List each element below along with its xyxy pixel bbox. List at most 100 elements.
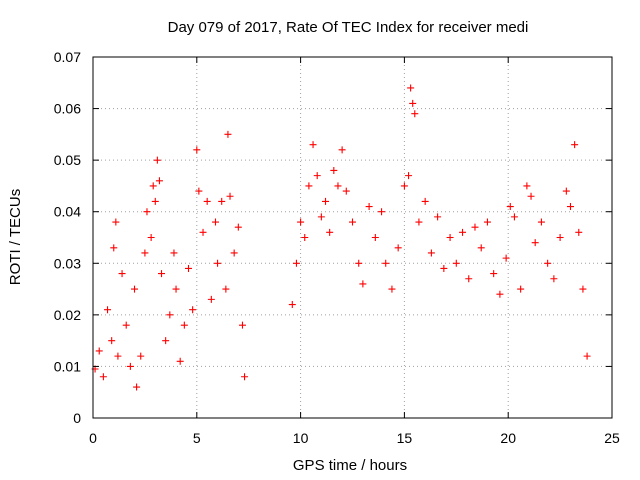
data-point (446, 234, 454, 241)
data-point (151, 197, 159, 205)
data-point (214, 259, 222, 267)
x-tick-label: 0 (89, 430, 97, 446)
data-point (180, 321, 188, 329)
data-point (490, 270, 498, 278)
plot-frame (92, 56, 613, 419)
data-point (226, 192, 234, 200)
data-point (409, 99, 417, 107)
y-tick-label: 0 (73, 410, 81, 426)
data-point (365, 203, 373, 211)
data-point (506, 203, 514, 211)
data-point (133, 383, 141, 391)
data-point (349, 218, 356, 226)
data-point (342, 187, 350, 195)
x-tick-label: 15 (397, 430, 413, 446)
data-point (334, 182, 342, 190)
y-tick-label: 0.01 (54, 358, 81, 374)
data-point (407, 84, 415, 92)
data-point (118, 270, 126, 278)
data-point (143, 208, 151, 216)
data-point (230, 249, 238, 257)
y-axis-label: ROTI / TECUs (7, 189, 24, 285)
data-point (459, 228, 467, 236)
data-point (575, 228, 583, 236)
data-point (338, 146, 346, 154)
chart-title: Day 079 of 2017, Rate Of TEC Index for r… (168, 19, 529, 36)
y-tick-label: 0.02 (54, 307, 81, 323)
data-point (579, 285, 587, 293)
data-point (234, 223, 242, 231)
data-point (562, 187, 570, 195)
data-points (91, 84, 591, 391)
data-point (537, 218, 545, 226)
data-point (149, 182, 157, 190)
data-point (556, 234, 564, 241)
data-point (583, 352, 591, 360)
data-point (147, 234, 155, 241)
data-point (394, 244, 402, 252)
data-point (465, 275, 473, 283)
data-point (531, 239, 539, 247)
data-point (288, 301, 296, 309)
data-point (114, 352, 122, 360)
data-point (502, 254, 510, 262)
data-point (400, 182, 408, 190)
data-point (440, 264, 448, 272)
data-point (317, 213, 325, 221)
data-point (550, 275, 558, 283)
data-point (566, 203, 574, 211)
data-point (434, 213, 442, 221)
data-point (104, 306, 112, 314)
y-tick-label: 0.07 (54, 49, 81, 65)
data-point (131, 285, 139, 293)
data-point (517, 285, 525, 293)
data-point (211, 218, 219, 226)
data-point (224, 130, 232, 138)
axes: 0 5 10 15 20 25 0 0.01 0.02 0.03 0.04 0.05 0.06 0.07 (54, 49, 620, 446)
data-point (141, 249, 149, 257)
data-point (153, 156, 161, 164)
data-point (218, 197, 226, 205)
data-point (203, 197, 211, 205)
data-point (330, 166, 338, 174)
data-point (195, 187, 203, 195)
data-point (427, 249, 435, 257)
data-point (110, 244, 118, 252)
data-point (309, 141, 317, 149)
data-point (207, 295, 215, 303)
data-point (421, 197, 429, 205)
data-point (382, 259, 390, 267)
x-tick-label: 20 (500, 430, 516, 446)
data-point (371, 234, 379, 241)
data-point (155, 177, 163, 185)
data-point (544, 259, 552, 267)
data-point (496, 290, 504, 298)
data-point (483, 218, 491, 226)
x-tick-label: 25 (604, 430, 620, 446)
data-point (184, 264, 192, 272)
data-point (172, 285, 180, 293)
data-point (112, 218, 120, 226)
y-tick-label: 0.06 (54, 101, 81, 117)
data-point (170, 249, 178, 257)
grid-lines (93, 57, 612, 418)
data-point (571, 141, 579, 149)
data-point (326, 228, 334, 236)
data-point (471, 223, 479, 231)
data-point (411, 110, 419, 118)
data-point (222, 285, 230, 293)
data-point (292, 259, 300, 267)
data-point (166, 311, 174, 319)
y-tick-label: 0.05 (54, 152, 81, 168)
data-point (355, 259, 363, 267)
data-point (162, 337, 170, 345)
data-point (313, 172, 321, 180)
data-point (405, 172, 413, 180)
data-point (305, 182, 313, 190)
data-point (99, 373, 107, 381)
data-point (193, 146, 201, 154)
data-point (176, 357, 184, 365)
data-point (238, 321, 246, 329)
data-point (527, 192, 535, 200)
